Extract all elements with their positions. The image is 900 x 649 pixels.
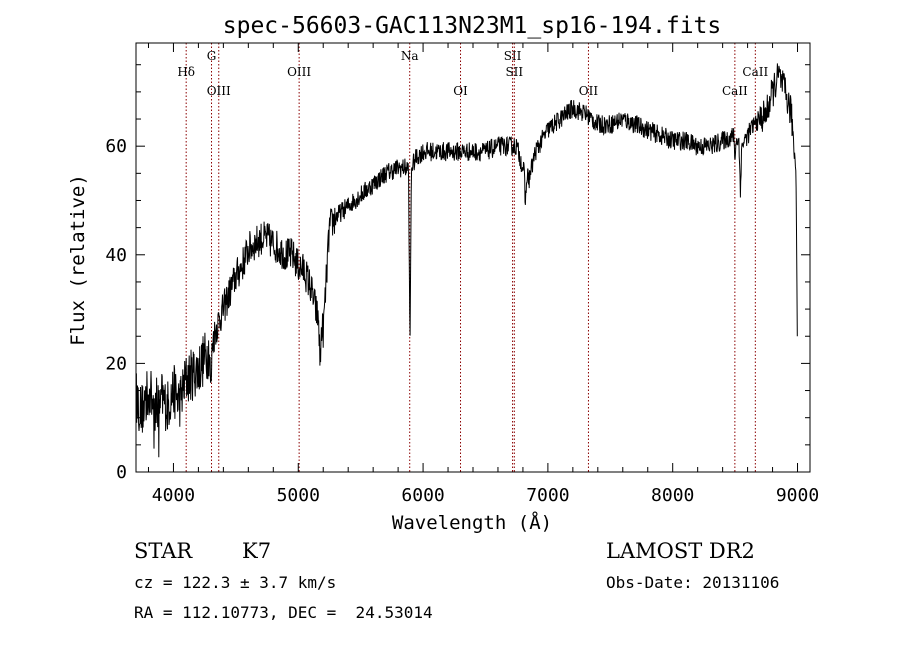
line-markers: Hδ G OIII OIII Na OI SII SII OII CaII CaII (177, 43, 768, 472)
coordinates: RA = 112.10773, DEC = 24.53014 (134, 603, 433, 622)
line-marker-label: Hδ (177, 65, 195, 79)
x-tick-label: 8000 (651, 485, 694, 506)
x-tick-label: 7000 (526, 485, 569, 506)
x-tick-label: 9000 (776, 485, 819, 506)
line-marker-label: CaII (722, 84, 748, 98)
redshift-velocity: cz = 122.3 ± 3.7 km/s (134, 573, 337, 592)
y-tick-label: 20 (105, 353, 127, 374)
y-tick-label: 0 (116, 462, 127, 483)
x-tick-label: 4000 (152, 485, 195, 506)
line-marker-label: OIII (287, 65, 311, 79)
x-axis-ticks: 4000 5000 6000 7000 8000 9000 (147, 43, 819, 506)
x-axis-label: Wavelength (Å) (392, 511, 552, 534)
y-tick-label: 60 (105, 136, 127, 157)
line-marker-label: OIII (207, 84, 231, 98)
line-marker-label: SII (504, 49, 522, 63)
line-marker-label: G (207, 49, 217, 63)
y-axis-ticks: 0 20 40 60 (105, 64, 810, 483)
x-tick-label: 5000 (277, 485, 320, 506)
line-marker-label: SII (505, 65, 523, 79)
x-tick-label: 6000 (401, 485, 444, 506)
y-axis-label: Flux (relative) (67, 174, 89, 346)
chart-title: spec-56603-GAC113N23M1_sp16-194.fits (223, 13, 722, 39)
line-marker-label: OI (453, 84, 468, 98)
y-tick-label: 40 (105, 245, 127, 266)
line-marker-label: CaII (742, 65, 768, 79)
line-marker-label: OII (579, 84, 599, 98)
spectrum-line (135, 63, 798, 458)
line-marker-label: Na (401, 49, 419, 63)
object-class: STAR (134, 539, 193, 563)
observation-date: Obs-Date: 20131106 (606, 573, 780, 592)
object-subclass: K7 (242, 539, 272, 563)
survey-name: LAMOST DR2 (606, 539, 755, 563)
